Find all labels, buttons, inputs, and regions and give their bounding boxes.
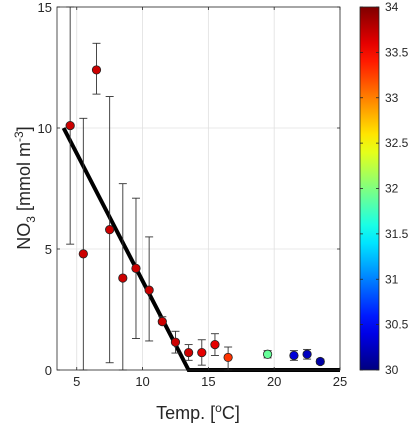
colorbar-tick-label: 31 bbox=[385, 272, 399, 286]
colorbar-tick-label: 30.5 bbox=[385, 318, 409, 332]
colorbar-tick-label: 33.5 bbox=[385, 45, 409, 59]
y-tick-label: 5 bbox=[45, 242, 52, 257]
y-tick-label: 0 bbox=[45, 363, 52, 378]
x-tick-label: 10 bbox=[135, 374, 149, 389]
x-tick-label: 25 bbox=[333, 374, 347, 389]
colorbar-tick-label: 30 bbox=[385, 363, 399, 377]
data-point bbox=[91, 65, 102, 75]
colorbar-tick-label: 32 bbox=[385, 182, 399, 196]
data-point bbox=[197, 347, 207, 358]
data-point bbox=[170, 337, 181, 347]
colorbar-tick-label: 34 bbox=[385, 0, 399, 14]
data-point bbox=[210, 339, 220, 350]
data-point bbox=[289, 350, 299, 361]
x-tick-label: 5 bbox=[73, 374, 80, 389]
axis-ticks: 5 10 15 20 25 0 5 10 15 bbox=[38, 0, 348, 389]
colorbar-tick-label: 33 bbox=[385, 91, 399, 105]
x-tick-label: 20 bbox=[267, 374, 281, 389]
colorbar-tick-label: 31.5 bbox=[385, 227, 409, 241]
data-point bbox=[118, 273, 128, 283]
data-point bbox=[144, 285, 154, 295]
data-point bbox=[223, 352, 233, 363]
plot-area bbox=[57, 7, 340, 370]
data-point bbox=[302, 349, 312, 359]
data-point bbox=[65, 120, 75, 131]
y-axis-title: NO3 [mmol m-3] bbox=[12, 126, 38, 249]
data-points bbox=[65, 65, 325, 367]
colorbar-ticks: 30 30.5 31 31.5 32 32.5 33 33.5 34 bbox=[360, 0, 409, 377]
x-tick-label: 15 bbox=[201, 374, 215, 389]
data-point bbox=[184, 347, 194, 358]
x-axis-title: Temp. [oC] bbox=[156, 401, 240, 423]
y-tick-label: 10 bbox=[38, 121, 52, 136]
data-point bbox=[315, 356, 325, 367]
data-point bbox=[78, 249, 88, 259]
data-point bbox=[263, 349, 273, 359]
data-point bbox=[157, 316, 167, 327]
plot-frame bbox=[56, 6, 341, 371]
colorbar-tick-label: 32.5 bbox=[385, 136, 409, 150]
data-point bbox=[131, 263, 141, 273]
data-point bbox=[105, 225, 115, 235]
y-tick-label: 15 bbox=[38, 0, 52, 15]
